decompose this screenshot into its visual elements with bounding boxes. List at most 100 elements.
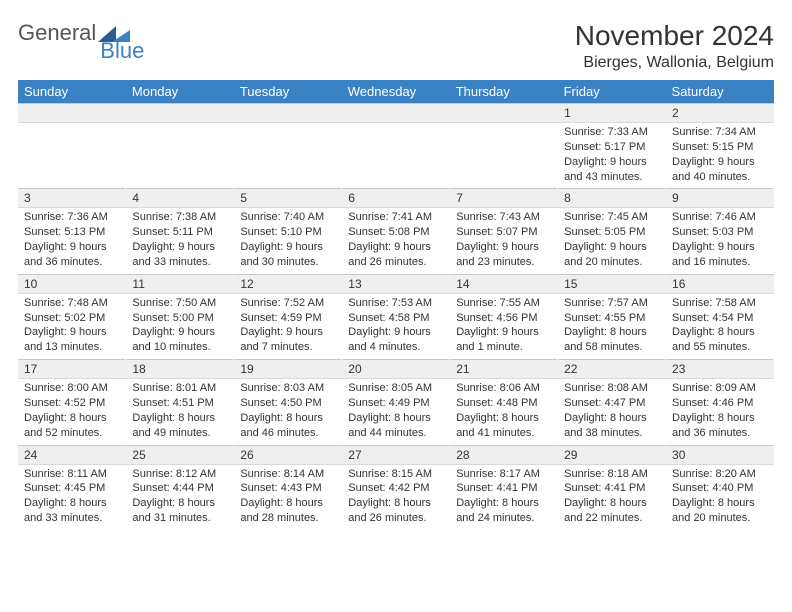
day-cell: Sunrise: 7:34 AMSunset: 5:15 PMDaylight:…: [666, 123, 774, 189]
day-cell: Sunrise: 8:17 AMSunset: 4:41 PMDaylight:…: [450, 464, 558, 530]
info-row: Sunrise: 7:33 AMSunset: 5:17 PMDaylight:…: [18, 123, 774, 189]
sunset-text: Sunset: 4:56 PM: [456, 311, 551, 326]
day-cell: Sunrise: 8:05 AMSunset: 4:49 PMDaylight:…: [342, 379, 450, 445]
day-number: 30: [666, 445, 774, 464]
day-number: 6: [342, 189, 450, 208]
daylight-text: Daylight: 8 hours and 58 minutes.: [564, 325, 659, 355]
day-cell: Sunrise: 8:03 AMSunset: 4:50 PMDaylight:…: [234, 379, 342, 445]
day-number: 22: [558, 360, 666, 379]
day-number: [234, 104, 342, 123]
day-cell: Sunrise: 7:40 AMSunset: 5:10 PMDaylight:…: [234, 208, 342, 274]
daylight-text: Daylight: 9 hours and 33 minutes.: [132, 240, 227, 270]
sunset-text: Sunset: 5:11 PM: [132, 225, 227, 240]
daylight-text: Daylight: 9 hours and 36 minutes.: [24, 240, 119, 270]
daylight-text: Daylight: 8 hours and 24 minutes.: [456, 496, 551, 526]
sunset-text: Sunset: 4:45 PM: [24, 481, 119, 496]
day-cell: Sunrise: 8:20 AMSunset: 4:40 PMDaylight:…: [666, 464, 774, 530]
day-number: 27: [342, 445, 450, 464]
day-cell: Sunrise: 8:11 AMSunset: 4:45 PMDaylight:…: [18, 464, 126, 530]
day-cell: [126, 123, 234, 189]
sunset-text: Sunset: 5:15 PM: [672, 140, 767, 155]
daylight-text: Daylight: 8 hours and 49 minutes.: [132, 411, 227, 441]
daylight-text: Daylight: 8 hours and 55 minutes.: [672, 325, 767, 355]
daylight-text: Daylight: 9 hours and 4 minutes.: [348, 325, 443, 355]
sunrise-text: Sunrise: 7:50 AM: [132, 296, 227, 311]
day-number: 8: [558, 189, 666, 208]
sunset-text: Sunset: 4:54 PM: [672, 311, 767, 326]
info-row: Sunrise: 7:36 AMSunset: 5:13 PMDaylight:…: [18, 208, 774, 274]
sunset-text: Sunset: 4:55 PM: [564, 311, 659, 326]
sunrise-text: Sunrise: 8:20 AM: [672, 467, 767, 482]
col-sunday: Sunday: [18, 80, 126, 104]
sunrise-text: Sunrise: 7:41 AM: [348, 210, 443, 225]
sunset-text: Sunset: 4:40 PM: [672, 481, 767, 496]
sunset-text: Sunset: 5:07 PM: [456, 225, 551, 240]
day-cell: Sunrise: 7:52 AMSunset: 4:59 PMDaylight:…: [234, 293, 342, 359]
day-number: 20: [342, 360, 450, 379]
sunset-text: Sunset: 4:59 PM: [240, 311, 335, 326]
day-cell: Sunrise: 7:57 AMSunset: 4:55 PMDaylight:…: [558, 293, 666, 359]
daylight-text: Daylight: 9 hours and 13 minutes.: [24, 325, 119, 355]
day-number: 11: [126, 274, 234, 293]
sunrise-text: Sunrise: 7:33 AM: [564, 125, 659, 140]
page-header: General Blue November 2024 Bierges, Wall…: [18, 20, 774, 78]
day-cell: [342, 123, 450, 189]
sunset-text: Sunset: 4:41 PM: [456, 481, 551, 496]
sunrise-text: Sunrise: 7:38 AM: [132, 210, 227, 225]
sunset-text: Sunset: 4:51 PM: [132, 396, 227, 411]
day-cell: Sunrise: 7:41 AMSunset: 5:08 PMDaylight:…: [342, 208, 450, 274]
daylight-text: Daylight: 8 hours and 41 minutes.: [456, 411, 551, 441]
day-number: 16: [666, 274, 774, 293]
sunrise-text: Sunrise: 8:05 AM: [348, 381, 443, 396]
day-number: [126, 104, 234, 123]
day-number: [18, 104, 126, 123]
logo-text-1: General: [18, 20, 96, 46]
day-cell: Sunrise: 8:15 AMSunset: 4:42 PMDaylight:…: [342, 464, 450, 530]
day-number: 23: [666, 360, 774, 379]
sunset-text: Sunset: 5:13 PM: [24, 225, 119, 240]
day-cell: Sunrise: 7:55 AMSunset: 4:56 PMDaylight:…: [450, 293, 558, 359]
day-number: 28: [450, 445, 558, 464]
sunrise-text: Sunrise: 8:00 AM: [24, 381, 119, 396]
sunset-text: Sunset: 4:43 PM: [240, 481, 335, 496]
sunset-text: Sunset: 5:10 PM: [240, 225, 335, 240]
daylight-text: Daylight: 9 hours and 16 minutes.: [672, 240, 767, 270]
sunset-text: Sunset: 4:47 PM: [564, 396, 659, 411]
day-number: 13: [342, 274, 450, 293]
sunset-text: Sunset: 4:58 PM: [348, 311, 443, 326]
daynum-row: 17181920212223: [18, 360, 774, 379]
sunset-text: Sunset: 4:48 PM: [456, 396, 551, 411]
day-cell: Sunrise: 8:08 AMSunset: 4:47 PMDaylight:…: [558, 379, 666, 445]
daylight-text: Daylight: 9 hours and 43 minutes.: [564, 155, 659, 185]
day-cell: Sunrise: 7:50 AMSunset: 5:00 PMDaylight:…: [126, 293, 234, 359]
day-number: 14: [450, 274, 558, 293]
info-row: Sunrise: 8:00 AMSunset: 4:52 PMDaylight:…: [18, 379, 774, 445]
daylight-text: Daylight: 9 hours and 10 minutes.: [132, 325, 227, 355]
sunset-text: Sunset: 4:50 PM: [240, 396, 335, 411]
day-cell: Sunrise: 7:33 AMSunset: 5:17 PMDaylight:…: [558, 123, 666, 189]
day-cell: Sunrise: 7:53 AMSunset: 4:58 PMDaylight:…: [342, 293, 450, 359]
logo: General Blue: [18, 20, 144, 46]
col-monday: Monday: [126, 80, 234, 104]
daylight-text: Daylight: 9 hours and 1 minute.: [456, 325, 551, 355]
daynum-row: 10111213141516: [18, 274, 774, 293]
day-cell: [234, 123, 342, 189]
daylight-text: Daylight: 9 hours and 20 minutes.: [564, 240, 659, 270]
col-thursday: Thursday: [450, 80, 558, 104]
day-cell: Sunrise: 8:12 AMSunset: 4:44 PMDaylight:…: [126, 464, 234, 530]
day-cell: Sunrise: 7:38 AMSunset: 5:11 PMDaylight:…: [126, 208, 234, 274]
day-number: 15: [558, 274, 666, 293]
day-cell: Sunrise: 8:14 AMSunset: 4:43 PMDaylight:…: [234, 464, 342, 530]
daylight-text: Daylight: 8 hours and 33 minutes.: [24, 496, 119, 526]
sunrise-text: Sunrise: 7:43 AM: [456, 210, 551, 225]
sunset-text: Sunset: 4:42 PM: [348, 481, 443, 496]
calendar-table: Sunday Monday Tuesday Wednesday Thursday…: [18, 80, 774, 530]
col-friday: Friday: [558, 80, 666, 104]
logo-text-2: Blue: [100, 38, 144, 64]
day-number: 10: [18, 274, 126, 293]
daylight-text: Daylight: 9 hours and 7 minutes.: [240, 325, 335, 355]
col-tuesday: Tuesday: [234, 80, 342, 104]
sunset-text: Sunset: 5:03 PM: [672, 225, 767, 240]
sunrise-text: Sunrise: 8:01 AM: [132, 381, 227, 396]
sunrise-text: Sunrise: 7:45 AM: [564, 210, 659, 225]
